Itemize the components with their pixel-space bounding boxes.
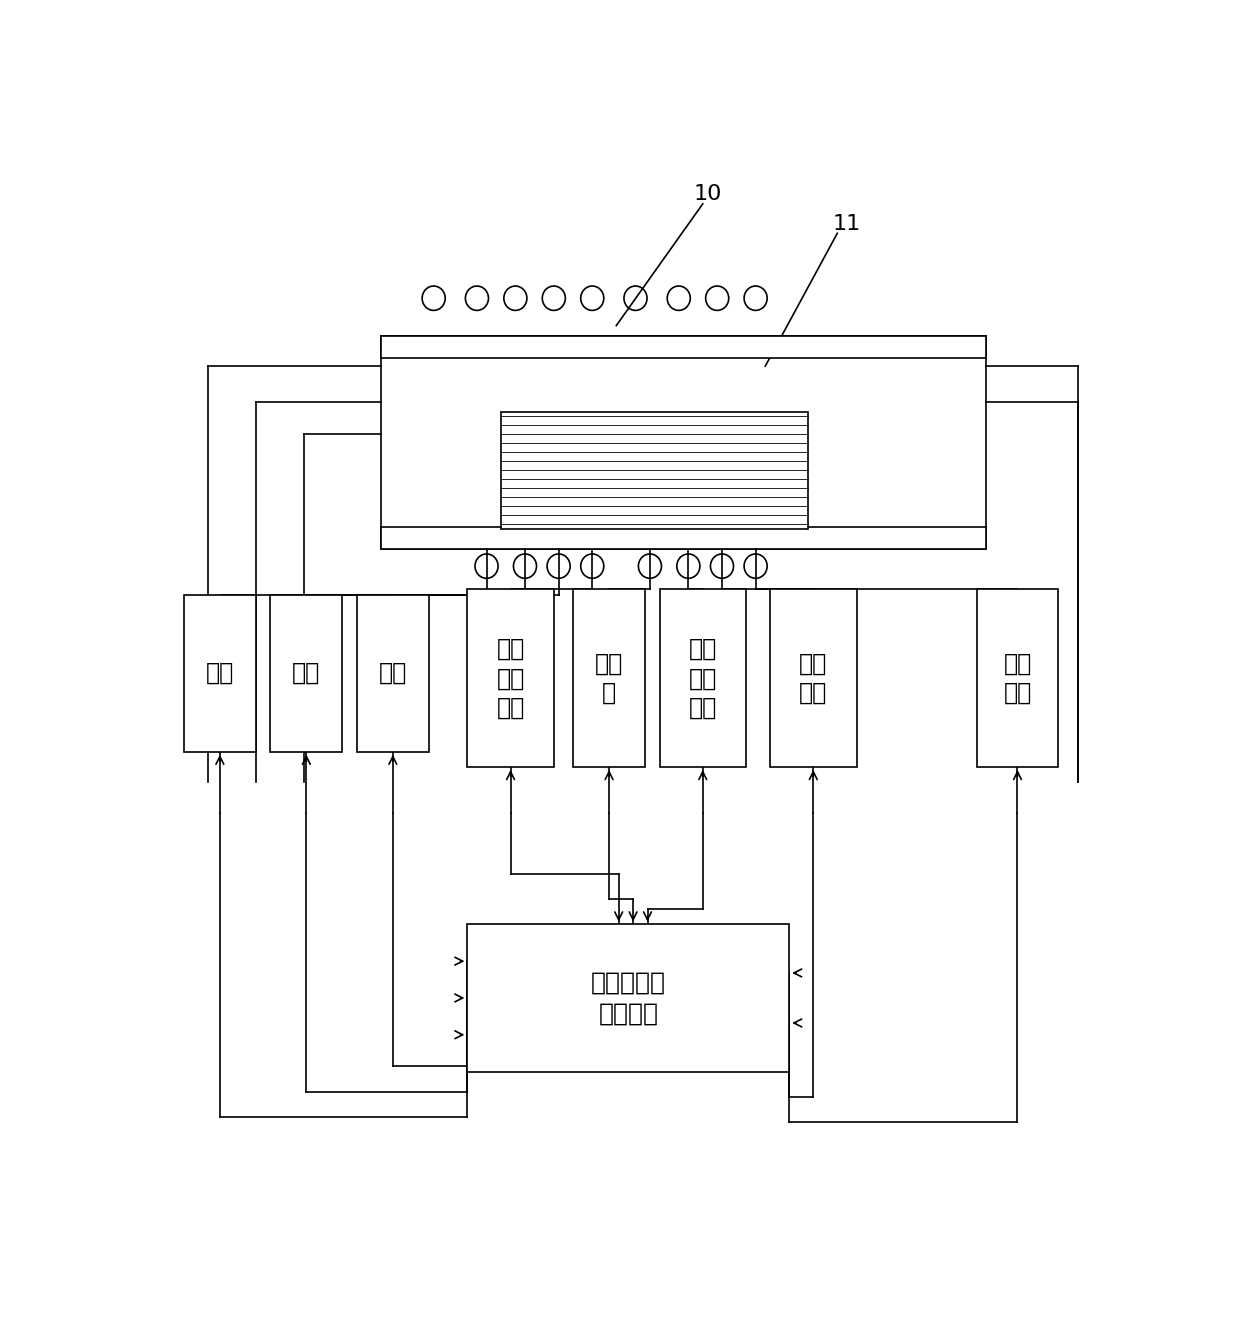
Bar xyxy=(660,589,746,767)
Text: 氧气: 氧气 xyxy=(293,662,320,685)
Bar xyxy=(501,413,808,529)
Text: 高频
电源: 高频 电源 xyxy=(1003,651,1032,705)
Text: 加热
器: 加热 器 xyxy=(595,651,624,705)
Bar xyxy=(381,336,986,548)
Text: 压力
控制
装置: 压力 控制 装置 xyxy=(496,637,525,720)
Bar xyxy=(381,527,986,548)
Bar xyxy=(184,594,255,751)
Bar xyxy=(381,336,986,358)
Bar xyxy=(770,589,857,767)
Bar xyxy=(977,589,1058,767)
Bar xyxy=(357,594,429,751)
Text: 温度
检测
装置: 温度 检测 装置 xyxy=(688,637,717,720)
Text: 磷烷: 磷烷 xyxy=(206,662,234,685)
Bar xyxy=(270,594,342,751)
Text: 真空
干泵: 真空 干泵 xyxy=(799,651,827,705)
Text: 11: 11 xyxy=(833,214,861,235)
Bar xyxy=(467,924,789,1072)
Text: 计算机自动
控制系统: 计算机自动 控制系统 xyxy=(590,970,666,1025)
Text: 氮气: 氮气 xyxy=(378,662,407,685)
Text: 10: 10 xyxy=(693,183,722,204)
Bar xyxy=(467,589,554,767)
Bar xyxy=(573,589,645,767)
